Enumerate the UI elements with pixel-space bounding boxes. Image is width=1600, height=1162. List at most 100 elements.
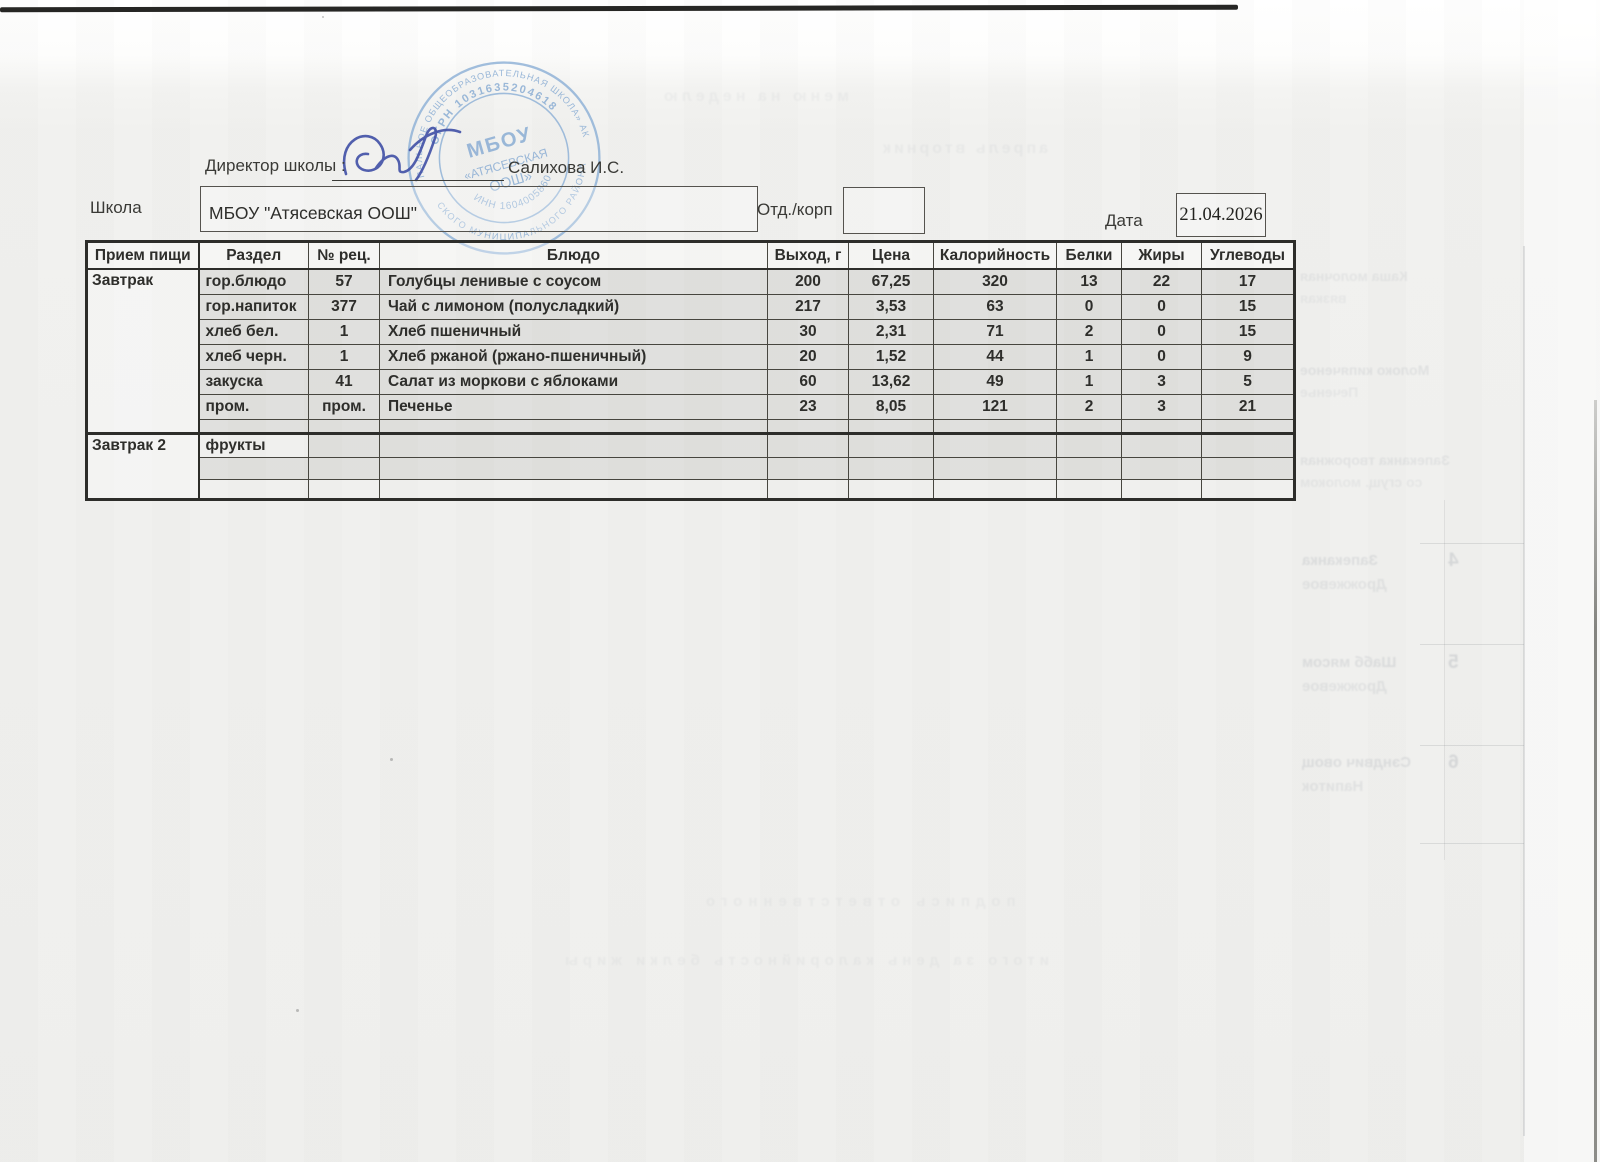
- cell-carbs: 21: [1201, 393, 1295, 420]
- paper-right-strip: [1524, 0, 1600, 1162]
- bleed-table-line: [1420, 843, 1524, 844]
- cell-output: 60: [767, 368, 849, 395]
- cell-price: 3,53: [848, 293, 934, 320]
- cell-recipe: пром.: [308, 393, 380, 420]
- column-header-carbs: Углеводы: [1201, 241, 1295, 270]
- cell-fat: 3: [1121, 393, 1202, 420]
- bleed-through-text: Каша молочная: [1300, 268, 1408, 284]
- cell-dish: Печенье: [379, 393, 768, 420]
- column-header-fat: Жиры: [1121, 241, 1202, 270]
- cell-calories: 71: [933, 318, 1057, 345]
- cell-protein: 2: [1056, 318, 1122, 345]
- cell-meal: Завтрак 2: [86, 431, 200, 500]
- cell-empty: [1201, 418, 1295, 434]
- cell-razdel: фрукты: [198, 431, 309, 458]
- bleed-through-text: меню на неделю: [660, 88, 849, 105]
- cell-empty: [933, 478, 1057, 500]
- cell-protein: 13: [1056, 268, 1122, 295]
- signature-stroke: [342, 126, 462, 182]
- cell-meal: Завтрак: [86, 268, 200, 434]
- bleed-through-text: итого за день калорийность белки жиры: [560, 952, 1049, 969]
- cell-empty: [1121, 478, 1202, 500]
- bleed-through-text: Шабб мясом: [1302, 654, 1397, 671]
- table-row: хлеб бел. 1 Хлеб пшеничный 30 2,31 71 2 …: [87, 318, 1295, 345]
- cell-recipe: 41: [308, 368, 380, 395]
- column-header-protein: Белки: [1056, 241, 1122, 270]
- bleed-through-text: Запеканка: [1302, 552, 1378, 569]
- bleed-table-line: [1420, 745, 1524, 746]
- bleed-through-text: Запеканка творожная: [1300, 452, 1450, 468]
- cell-protein: 2: [1056, 393, 1122, 420]
- cell-razdel: закуска: [198, 368, 309, 395]
- bleed-through-text: со сгущ. молоком: [1300, 474, 1423, 490]
- cell-calories: 121: [933, 393, 1057, 420]
- school-field: МБОУ "Атясевская ООШ": [200, 186, 758, 232]
- cell-empty: [308, 431, 380, 458]
- cell-output: 200: [767, 268, 849, 295]
- cell-recipe: 1: [308, 343, 380, 370]
- bleed-through-text: Напиток: [1302, 778, 1364, 795]
- cell-price: 8,05: [848, 393, 934, 420]
- cell-carbs: 15: [1201, 293, 1295, 320]
- cell-empty: [1121, 431, 1202, 458]
- cell-fat: 3: [1121, 368, 1202, 395]
- table-row: гор.напиток 377 Чай с лимоном (полусладк…: [87, 293, 1295, 320]
- cell-empty: [1056, 478, 1122, 500]
- bleed-through-number: 5: [1448, 652, 1459, 673]
- cell-empty: [198, 456, 309, 480]
- signature-underline: [332, 180, 504, 181]
- stamp-inner-ring: [438, 92, 570, 224]
- table-row-empty: [87, 478, 1295, 500]
- cell-carbs: 17: [1201, 268, 1295, 295]
- table-row-empty: [87, 456, 1295, 480]
- cell-fat: 0: [1121, 318, 1202, 345]
- cell-empty: [848, 418, 934, 434]
- paper-speck: [390, 758, 393, 761]
- menu-table: Прием пищи Раздел № рец. Блюдо Выход, г …: [85, 240, 1296, 501]
- cell-empty: [848, 478, 934, 500]
- director-label: Директор школы :: [205, 156, 346, 175]
- cell-empty: [379, 456, 768, 480]
- column-header-price: Цена: [848, 241, 934, 270]
- column-header-output: Выход, г: [767, 241, 849, 270]
- bleed-through-text: вязкая: [1300, 290, 1347, 306]
- header-row: Прием пищи Раздел № рец. Блюдо Выход, г …: [86, 241, 1295, 270]
- column-header-recipe: № рец.: [308, 241, 380, 270]
- cell-calories: 63: [933, 293, 1057, 320]
- cell-recipe: 57: [308, 268, 380, 295]
- cell-empty: [1121, 418, 1202, 434]
- cell-output: 20: [767, 343, 849, 370]
- cell-empty: [379, 418, 768, 434]
- date-field: 21.04.2026: [1176, 193, 1266, 237]
- cell-empty: [1201, 431, 1295, 458]
- cell-carbs: 15: [1201, 318, 1295, 345]
- cell-empty: [308, 456, 380, 480]
- table-row: Завтрак гор.блюдо 57 Голубцы ленивые с с…: [86, 268, 1295, 434]
- table-row: хлеб черн. 1 Хлеб ржаной (ржано-пшеничны…: [87, 343, 1295, 370]
- cell-recipe: 377: [308, 293, 380, 320]
- cell-empty: [198, 478, 309, 500]
- cell-empty: [767, 456, 849, 480]
- cell-empty: [1056, 431, 1122, 458]
- cell-dish: Салат из моркови с яблоками: [379, 368, 768, 395]
- table-row: закуска 41 Салат из моркови с яблоками 6…: [87, 368, 1295, 395]
- table-row: пром. пром. Печенье 23 8,05 121 2 3 21: [87, 393, 1295, 420]
- cell-empty: [848, 431, 934, 458]
- cell-protein: 1: [1056, 368, 1122, 395]
- cell-empty: [198, 418, 309, 434]
- cell-empty: [1056, 456, 1122, 480]
- table-row-empty: [87, 418, 1295, 434]
- cell-empty: [848, 456, 934, 480]
- bleed-through-text: Молоко кипяченое: [1300, 362, 1430, 378]
- scan-edge-top: [0, 4, 1239, 13]
- cell-recipe: 1: [308, 318, 380, 345]
- cell-dish: Чай с лимоном (полусладкий): [379, 293, 768, 320]
- cell-empty: [767, 431, 849, 458]
- cell-empty: [1201, 478, 1295, 500]
- bleed-through-number: 4: [1448, 550, 1459, 571]
- column-header-razdel: Раздел: [198, 241, 309, 270]
- cell-protein: 1: [1056, 343, 1122, 370]
- cell-fat: 0: [1121, 293, 1202, 320]
- bleed-through-text: Дрожжевое: [1302, 678, 1387, 695]
- cell-calories: 320: [933, 268, 1057, 295]
